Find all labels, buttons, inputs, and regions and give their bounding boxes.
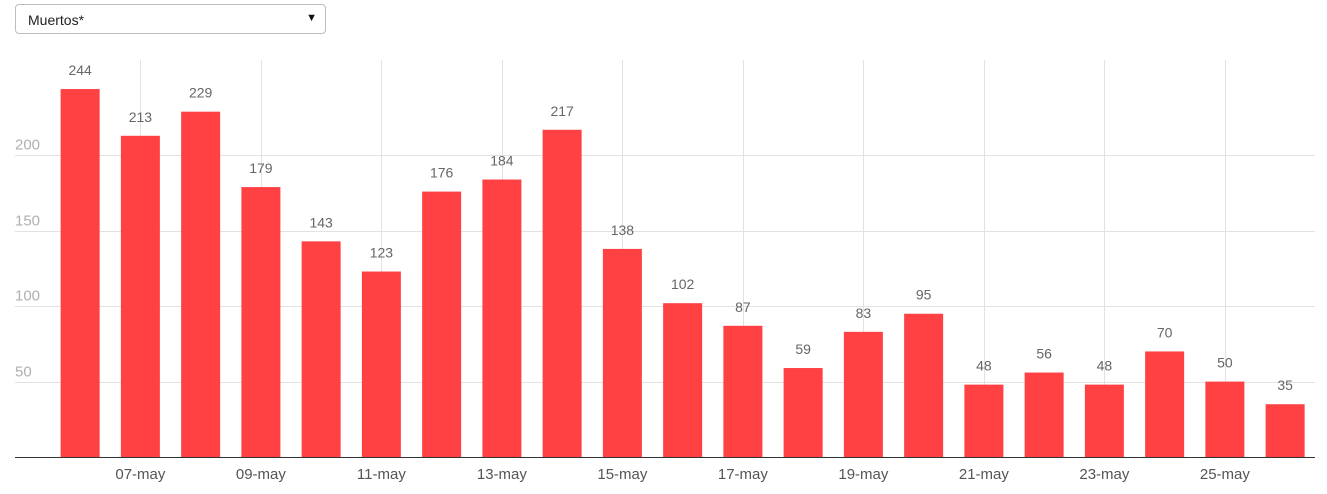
data-label-21-may: 48 xyxy=(976,358,992,374)
bar-20-may xyxy=(904,313,944,457)
x-tick-label: 07-may xyxy=(115,466,166,483)
bar-06-may xyxy=(60,89,100,458)
y-axis: 50 100 150 200 xyxy=(15,137,40,381)
data-label-20-may: 95 xyxy=(916,287,932,303)
bar-21-may xyxy=(964,384,1004,457)
bar-08-may xyxy=(181,111,221,458)
bar-22-may xyxy=(1024,372,1064,457)
data-label-09-may: 179 xyxy=(249,160,273,176)
x-tick-label: 15-may xyxy=(597,466,648,483)
x-tick-label: 11-may xyxy=(357,466,406,483)
bars-layer xyxy=(60,89,1305,458)
bar-13-may xyxy=(482,179,522,457)
y-tick-label: 50 xyxy=(15,364,32,381)
bar-19-may xyxy=(843,331,883,457)
x-tick-label: 25-may xyxy=(1200,466,1251,483)
data-label-10-may: 143 xyxy=(309,214,333,230)
bar-09-may xyxy=(241,187,281,457)
bar-18-may xyxy=(783,368,823,457)
y-tick-label: 200 xyxy=(15,137,40,154)
data-label-26-may: 35 xyxy=(1277,377,1293,393)
bar-12-may xyxy=(422,191,462,457)
data-label-14-may: 217 xyxy=(550,103,574,119)
x-tick-label: 13-may xyxy=(477,466,528,483)
data-label-11-may: 123 xyxy=(370,245,394,261)
x-tick-label: 21-may xyxy=(959,466,1010,483)
bar-10-may xyxy=(301,241,341,457)
bar-26-may xyxy=(1265,404,1305,457)
bar-14-may xyxy=(542,129,582,457)
data-label-25-may: 50 xyxy=(1217,355,1233,371)
data-label-23-may: 48 xyxy=(1097,358,1113,374)
data-label-17-may: 87 xyxy=(735,299,751,315)
x-tick-label: 19-may xyxy=(838,466,889,483)
metric-select-value: Muertos* xyxy=(28,12,85,28)
triangle-down-icon: ▼ xyxy=(306,12,317,24)
data-label-22-may: 56 xyxy=(1036,346,1052,362)
data-label-08-may: 229 xyxy=(189,85,213,101)
metric-select-dropdown[interactable]: Muertos* ▼ xyxy=(15,4,326,34)
bar-17-may xyxy=(723,325,763,457)
x-tick-label: 09-may xyxy=(236,466,287,483)
data-label-16-may: 102 xyxy=(671,276,695,292)
x-axis: 07-may 09-may 11-may 13-may 15-may 17-may 19-m… xyxy=(15,457,1315,483)
data-label-06-may: 244 xyxy=(68,62,92,78)
bar-11-may xyxy=(361,271,401,457)
bar-24-may xyxy=(1145,351,1185,457)
bar-07-may xyxy=(120,135,160,458)
data-label-18-may: 59 xyxy=(795,341,811,357)
y-tick-label: 150 xyxy=(15,213,40,230)
data-label-13-may: 184 xyxy=(490,153,514,169)
x-tick-label: 17-may xyxy=(718,466,769,483)
bar-15-may xyxy=(602,248,642,457)
data-label-19-may: 83 xyxy=(856,305,872,321)
data-label-07-may: 213 xyxy=(129,109,153,125)
data-labels-layer: 244 213 229 179 143 123 176 184 217 138 102 87 59 83 9… xyxy=(68,62,1293,393)
data-label-15-may: 138 xyxy=(611,222,635,238)
bar-23-may xyxy=(1084,384,1124,457)
y-tick-label: 100 xyxy=(15,288,40,305)
data-label-12-may: 176 xyxy=(430,165,454,181)
data-label-24-may: 70 xyxy=(1157,324,1173,340)
bar-16-may xyxy=(663,303,703,457)
x-tick-label: 23-may xyxy=(1079,466,1130,483)
bar-25-may xyxy=(1205,381,1245,457)
